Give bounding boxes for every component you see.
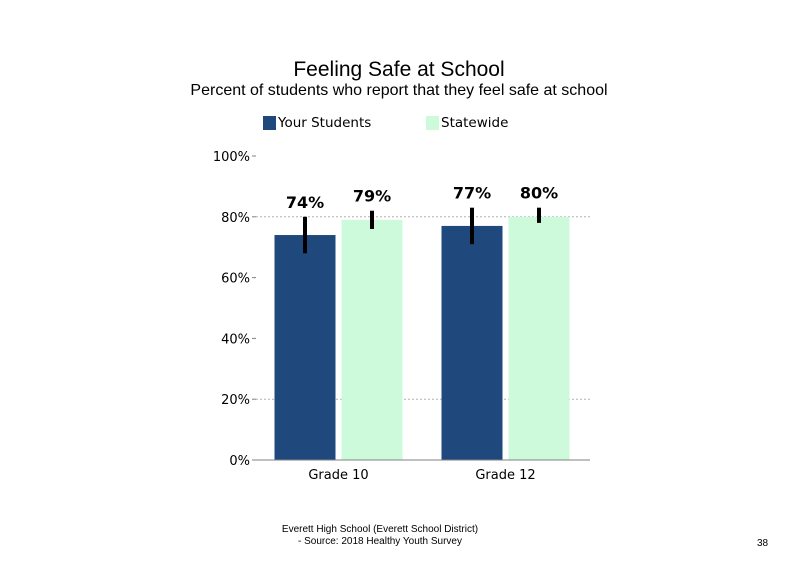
chart-subtitle: Percent of students who report that they… (190, 82, 608, 99)
y-tick-label: 20% (221, 393, 250, 408)
footer-source: - Source: 2018 Healthy Youth Survey (298, 536, 462, 547)
x-category-label: Grade 12 (475, 468, 535, 483)
y-tick-label: 40% (221, 332, 250, 347)
footer-school: Everett High School (Everett School Dist… (281, 524, 479, 535)
legend-swatch-statewide (426, 116, 439, 130)
data-label: 74% (286, 193, 324, 212)
y-tick-label: 80% (221, 211, 250, 226)
y-tick-label: 0% (229, 454, 250, 469)
page-number: 38 (757, 538, 769, 549)
data-label: 80% (520, 184, 558, 203)
legend-label-your-students: Your Students (278, 115, 372, 131)
bar-statewide-grade-10 (341, 219, 403, 460)
footer: Everett High School (Everett School Dist… (180, 524, 580, 548)
chart-title: Feeling Safe at School (293, 58, 505, 81)
data-label: 77% (453, 184, 491, 203)
bar-your-students-grade-10 (274, 235, 336, 460)
data-label: 79% (353, 187, 391, 206)
legend-swatch-your-students (263, 116, 276, 130)
x-category-label: Grade 10 (308, 468, 368, 483)
bar-statewide-grade-12 (508, 216, 570, 460)
bar-your-students-grade-12 (441, 225, 503, 460)
y-tick-label: 100% (213, 150, 250, 165)
y-tick-label: 60% (221, 272, 250, 287)
legend-label-statewide: Statewide (441, 115, 509, 131)
